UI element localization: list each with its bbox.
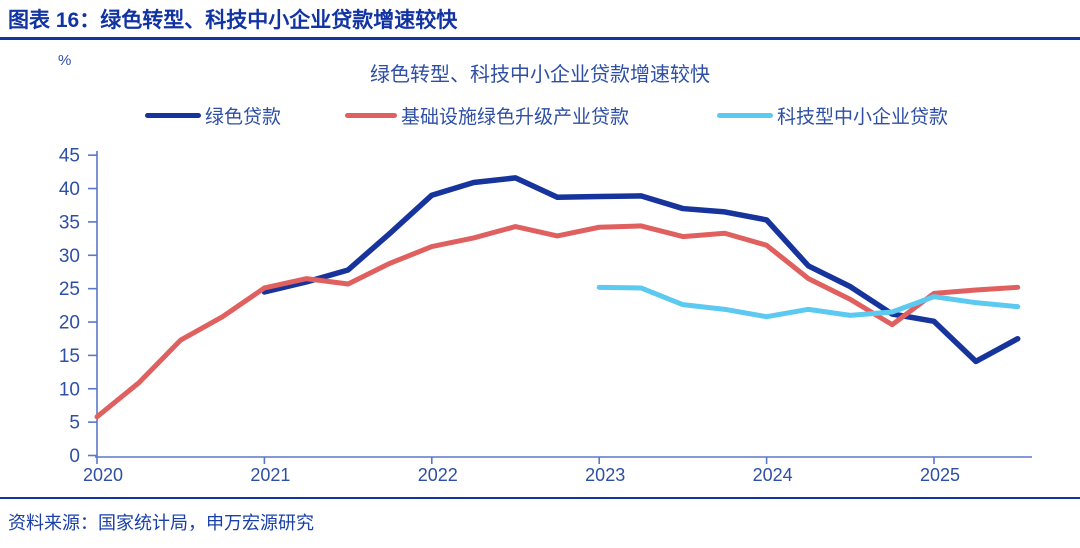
header-divider bbox=[0, 37, 1080, 40]
legend-label-green-loans: 绿色贷款 bbox=[205, 106, 282, 128]
y-tick-label-10: 10 bbox=[59, 379, 80, 400]
y-tick-label-30: 30 bbox=[59, 246, 80, 267]
y-tick-label-45: 45 bbox=[59, 146, 80, 167]
y-tick-label-20: 20 bbox=[59, 313, 80, 334]
x-tick-label-2024: 2024 bbox=[753, 465, 793, 485]
series-line-infra-green-upgrade-loans bbox=[94, 223, 1021, 420]
legend-label-infra-green-upgrade-loans: 基础设施绿色升级产业贷款 bbox=[401, 106, 630, 128]
y-tick-label-25: 25 bbox=[59, 279, 80, 300]
y-tick-label-5: 5 bbox=[69, 413, 80, 434]
series-line-tech-sme-loans bbox=[596, 284, 1021, 320]
legend-item-green-loans: 绿色贷款 bbox=[145, 102, 281, 128]
y-tick-label-35: 35 bbox=[59, 212, 80, 233]
y-axis-unit-label: % bbox=[58, 52, 72, 69]
x-tick-label-2021: 2021 bbox=[250, 465, 290, 485]
y-tick-label-40: 40 bbox=[59, 179, 80, 200]
tech-sme-loans-line-swatch bbox=[717, 112, 773, 118]
figure-title: 图表 16：绿色转型、科技中小企业贷款增速较快 bbox=[8, 9, 458, 32]
infra-green-upgrade-loans-line-swatch bbox=[345, 112, 397, 118]
legend: 绿色贷款 基础设施绿色升级产业贷款 科技型中小企业贷款 bbox=[0, 102, 1080, 128]
legend-item-tech-sme-loans: 科技型中小企业贷款 bbox=[717, 102, 948, 128]
green-loans-line-swatch bbox=[145, 112, 201, 118]
legend-item-infra-green-upgrade-loans: 基础设施绿色升级产业贷款 bbox=[345, 102, 629, 128]
x-tick-label-2023: 2023 bbox=[585, 465, 625, 485]
chart-title: 绿色转型、科技中小企业贷款增速较快 bbox=[370, 64, 710, 86]
x-tick-label-2020: 2020 bbox=[83, 465, 123, 485]
y-tick-label-15: 15 bbox=[59, 346, 80, 367]
y-tick-label-0: 0 bbox=[69, 446, 80, 467]
footer-divider bbox=[0, 497, 1080, 499]
source-note: 资料来源：国家统计局，申万宏源研究 bbox=[8, 513, 314, 533]
x-tick-label-2022: 2022 bbox=[418, 465, 458, 485]
x-tick-label-2025: 2025 bbox=[920, 465, 960, 485]
legend-label-tech-sme-loans: 科技型中小企业贷款 bbox=[777, 106, 949, 128]
